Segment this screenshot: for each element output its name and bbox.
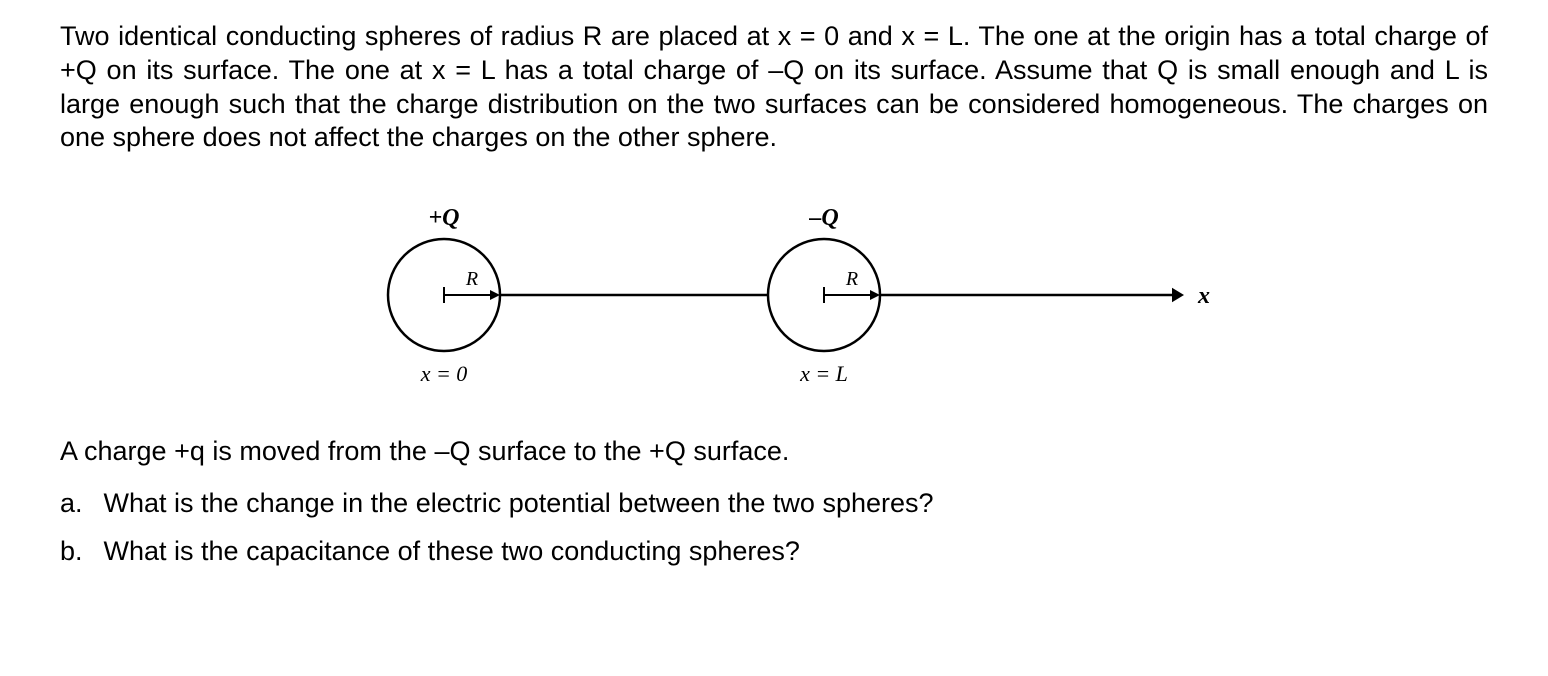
- svg-text:–Q: –Q: [808, 205, 838, 231]
- svg-text:+Q: +Q: [428, 205, 459, 231]
- question-b: b. What is the capacitance of these two …: [60, 535, 1488, 569]
- followup-statement: A charge +q is moved from the –Q surface…: [60, 435, 1488, 469]
- svg-text:x: x: [1197, 283, 1210, 309]
- question-a-letter: a.: [60, 487, 96, 521]
- question-b-text: What is the capacitance of these two con…: [104, 536, 800, 566]
- question-a: a. What is the change in the electric po…: [60, 487, 1488, 521]
- two-sphere-diagram: x +Q x = 0 R –Q x = L R: [324, 185, 1224, 405]
- question-b-letter: b.: [60, 535, 96, 569]
- problem-statement: Two identical conducting spheres of radi…: [60, 20, 1488, 155]
- question-a-text: What is the change in the electric poten…: [104, 488, 934, 518]
- physics-problem-page: Two identical conducting spheres of radi…: [0, 0, 1548, 602]
- svg-text:R: R: [465, 268, 478, 290]
- svg-text:x = L: x = L: [799, 361, 848, 386]
- svg-text:x = 0: x = 0: [420, 361, 468, 386]
- svg-text:R: R: [845, 268, 858, 290]
